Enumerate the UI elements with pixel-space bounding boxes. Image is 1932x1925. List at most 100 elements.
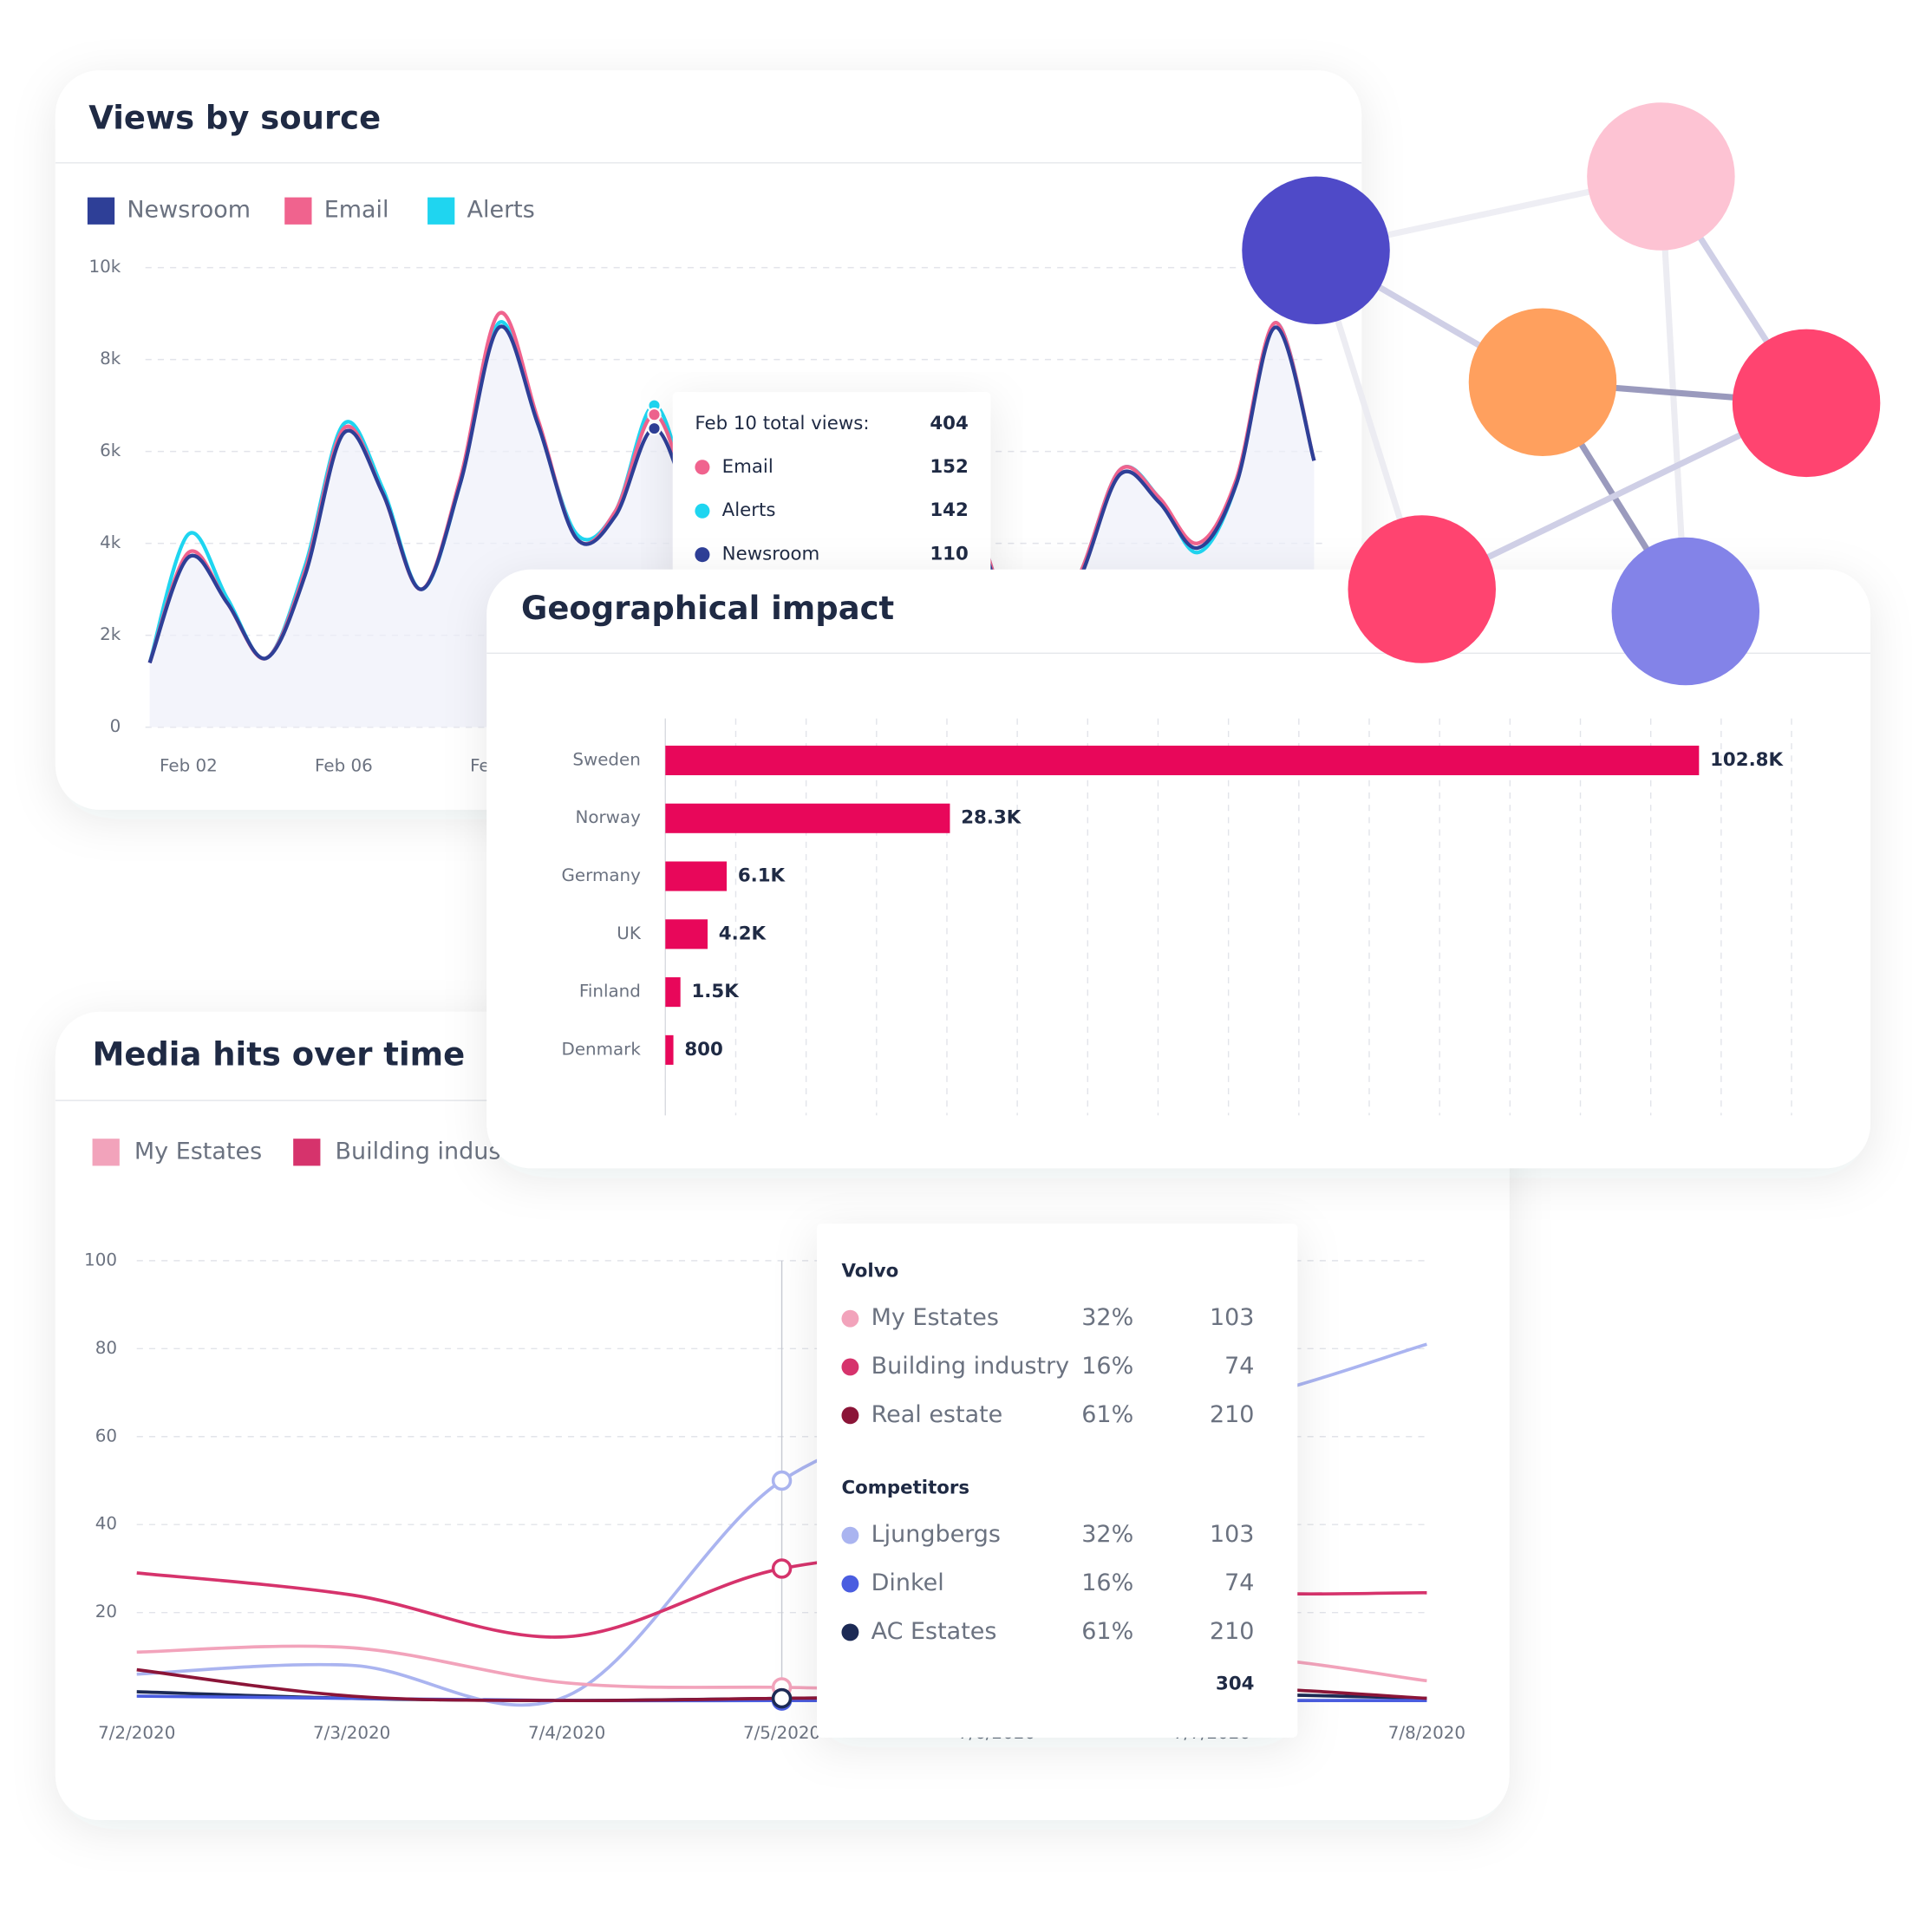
y-tick-label: Denmark [562,1039,642,1059]
area-shade [149,326,1315,728]
tooltip-share: 61% [1081,1401,1133,1428]
y-tick-label: Norway [575,807,641,827]
x-tick-label: 7/8/2020 [1388,1723,1465,1743]
tooltip-value: 210 [1210,1618,1255,1645]
y-tick-label: Sweden [572,749,641,769]
tooltip-value: 210 [1210,1401,1255,1428]
card-title: Media hits over time [93,1035,466,1073]
tooltip-value: 74 [1224,1569,1254,1596]
hover-point [771,1687,793,1709]
network-graphic [1242,102,1881,686]
x-tick-label: Feb 02 [160,756,218,776]
y-tick-label: 6k [100,440,121,460]
legend-swatch [92,1139,120,1166]
node [1611,537,1760,686]
tooltip-value: 103 [1210,1304,1255,1331]
y-tick-label: Germany [562,865,642,885]
tooltip-group-title: Competitors [841,1478,969,1499]
tooltip-share: 32% [1081,1521,1133,1548]
tooltip-share: 16% [1081,1569,1133,1596]
tooltip-title: Feb 10 total views: [695,413,869,434]
legend-label: Newsroom [127,197,251,224]
tooltip-dot [695,547,710,563]
x-tick-label: 7/4/2020 [528,1723,605,1743]
bar [665,745,1700,776]
value-label: 6.1K [738,865,787,887]
tooltip-dot [841,1309,859,1328]
tooltip-name: Ljungbergs [871,1521,1001,1548]
value-label: 800 [684,1039,722,1060]
tooltip-dot [695,503,710,519]
card-bg [486,569,1870,1169]
legend-swatch [428,197,455,225]
bar [665,919,708,949]
tooltip-dot [841,1358,859,1376]
y-tick-label: 8k [100,349,121,369]
tooltip-value: 74 [1224,1353,1254,1380]
node [1242,176,1390,324]
y-tick-label: 2k [100,624,121,644]
tooltip-name: Real estate [871,1401,1003,1428]
tooltip: Volvo My Estates 32% 103 Building industry 16… [817,1224,1298,1738]
hover-point [647,421,662,436]
y-tick-label: 80 [95,1338,117,1358]
tooltip-name: AC Estates [871,1618,997,1645]
tooltip-name: Alerts [722,499,776,521]
tooltip-dot [695,460,710,475]
legend-swatch [293,1139,321,1166]
x-tick-label: Feb 06 [315,756,373,776]
value-label: 102.8K [1710,749,1784,771]
tooltip-name: Building industry [871,1353,1070,1380]
hover-point [771,1558,793,1579]
legend-swatch [87,197,115,225]
tooltip-total: 404 [930,413,968,434]
tooltip: Feb 10 total views: 404 Email 152 Alerts 142 N… [672,392,991,590]
tooltip-name: Newsroom [722,544,820,565]
value-label: 4.2K [719,923,767,944]
tooltip-name: My Estates [871,1304,999,1331]
hover-point [647,408,662,422]
tooltip-name: Email [722,456,773,478]
tooltip-share: 16% [1081,1353,1133,1380]
card-title: Geographical impact [521,590,894,627]
tooltip-name: Dinkel [871,1569,944,1596]
bar [665,977,681,1008]
bar [665,803,950,833]
node [1348,515,1496,663]
y-tick-label: 20 [95,1602,117,1622]
bar [665,861,728,891]
tooltip-share: 32% [1081,1304,1133,1331]
geo-card: Geographical impact Sweden 102.8K Norway 28… [486,569,1870,1169]
legend-swatch [284,197,312,225]
node [1468,308,1617,457]
value-label: 28.3K [961,807,1022,829]
y-tick-label: 60 [95,1426,117,1445]
x-tick-label: 7/3/2020 [313,1723,390,1743]
node [1732,329,1881,478]
bar [665,1034,674,1065]
y-tick-label: UK [617,923,642,943]
tooltip-total: 304 [1216,1674,1254,1695]
tooltip-value: 152 [930,456,968,478]
legend-label: Alerts [467,197,535,224]
value-label: 1.5K [691,981,740,1002]
legend-label: My Estates [134,1138,262,1165]
tooltip-bg [672,392,991,590]
legend-label: Email [324,197,389,224]
y-tick-label: 4k [100,532,121,552]
tooltip-value: 110 [930,544,968,565]
tooltip-dot [841,1406,859,1425]
y-tick-label: 40 [95,1514,117,1534]
card-title: Views by source [88,100,381,137]
y-tick-label: Finland [579,982,641,1002]
tooltip-dot [841,1526,859,1544]
tooltip-dot [841,1623,859,1641]
tooltip-value: 103 [1210,1521,1255,1548]
y-tick-label: 100 [84,1250,117,1269]
y-tick-label: 0 [110,716,121,736]
y-tick-label: 10k [88,257,121,277]
tooltip-value: 142 [930,499,968,521]
x-tick-label: 7/5/2020 [743,1723,820,1743]
node [1587,102,1735,251]
